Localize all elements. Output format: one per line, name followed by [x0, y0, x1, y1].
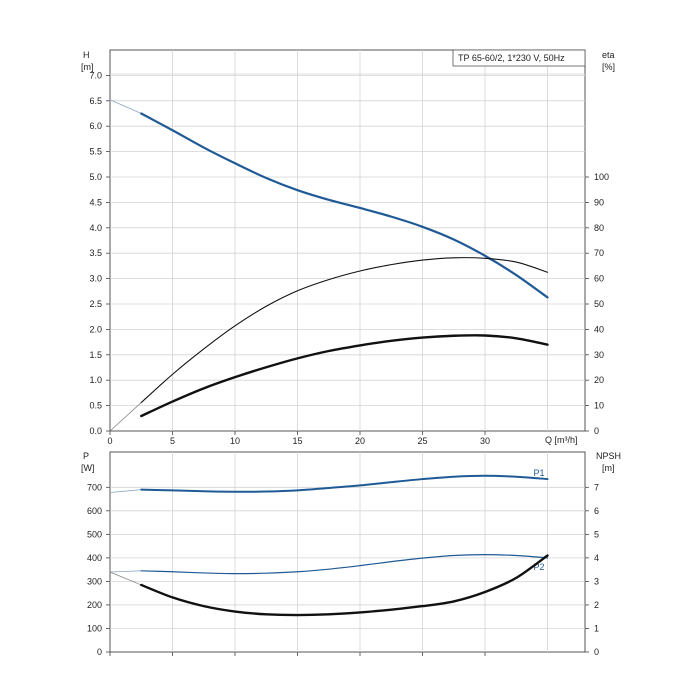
eta-pump-curve	[140, 334, 549, 418]
y-tick-label: 4.0	[89, 223, 102, 233]
y-axis-label-p: P	[83, 451, 89, 461]
y2-tick-label: 60	[594, 274, 604, 284]
y-tick-label: 1.5	[89, 350, 102, 360]
y2-tick-label: 10	[594, 401, 604, 411]
y2-tick-label: 80	[594, 223, 604, 233]
y2-tick-label: 70	[594, 248, 604, 258]
y2-tick-label: 20	[594, 375, 604, 385]
p2-curve-extrapolation	[109, 570, 142, 573]
y-axis-unit-h: [m]	[81, 62, 94, 72]
x-tick-label: 0	[107, 436, 112, 446]
npsh-tick-label: 6	[594, 506, 599, 516]
p-tick-label: 400	[87, 553, 102, 563]
y-tick-label: 4.5	[89, 197, 102, 207]
npsh-tick-label: 5	[594, 529, 599, 539]
y-axis-label-h: H	[83, 50, 90, 60]
npsh-curve-extrapolation	[109, 571, 142, 586]
y-tick-label: 5.0	[89, 172, 102, 182]
y-tick-label: 7.0	[89, 70, 102, 80]
p1-curve	[140, 474, 549, 493]
x-tick-label: 10	[230, 436, 240, 446]
y-tick-label: 2.0	[89, 324, 102, 334]
y2-axis-unit-npsh: [m]	[602, 463, 615, 473]
p-tick-label: 300	[87, 576, 102, 586]
p-tick-label: 700	[87, 482, 102, 492]
x-tick-label: 5	[170, 436, 175, 446]
y2-tick-label: 100	[594, 172, 609, 182]
legend-box-text: TP 65-60/2, 1*230 V, 50Hz	[458, 53, 565, 63]
npsh-tick-label: 7	[594, 482, 599, 492]
y-tick-label: 0.5	[89, 401, 102, 411]
p-tick-label: 0	[97, 647, 102, 657]
bottom-grid	[110, 452, 585, 652]
y-tick-label: 6.5	[89, 96, 102, 106]
bottom-plot-frame	[109, 451, 586, 653]
x-tick-label: 25	[417, 436, 427, 446]
series-label-p1: P1	[534, 468, 545, 478]
x-tick-label: 20	[355, 436, 365, 446]
head-curve	[140, 112, 549, 299]
p-tick-label: 100	[87, 623, 102, 633]
y2-axis-unit-eta: [%]	[602, 62, 615, 72]
eta-curve-extrapolation	[109, 402, 142, 432]
y2-tick-label: 90	[594, 197, 604, 207]
p2-curve	[140, 553, 549, 575]
y-tick-label: 6.0	[89, 121, 102, 131]
y-tick-label: 5.5	[89, 147, 102, 157]
series-label-p2: P2	[534, 562, 545, 572]
y2-tick-label: 40	[594, 324, 604, 334]
p-tick-label: 200	[87, 600, 102, 610]
y-tick-label: 3.5	[89, 248, 102, 258]
bottom-axis-ticks: 0 100 200 300 400 500 600 700 0 1 2 3 4 5 6 7	[87, 482, 599, 657]
y-tick-label: 1.0	[89, 375, 102, 385]
y2-axis-label-eta: eta	[602, 50, 615, 60]
npsh-tick-label: 3	[594, 576, 599, 586]
head-curve-extrapolation	[109, 99, 142, 114]
bottom-series: P1 P2	[109, 468, 549, 617]
top-grid	[110, 50, 585, 431]
npsh-tick-label: 2	[594, 600, 599, 610]
y-tick-label: 3.0	[89, 274, 102, 284]
y-tick-label: 0.0	[89, 426, 102, 436]
y2-axis-label-npsh: NPSH	[596, 451, 621, 461]
y-axis-unit-p: [W]	[81, 463, 95, 473]
x-axis-label-q: Q [m³/h]	[545, 435, 578, 445]
p1-curve-extrapolation	[109, 489, 142, 493]
x-tick-label: 15	[292, 436, 302, 446]
npsh-curve	[140, 554, 549, 617]
legend-box	[452, 49, 586, 67]
x-tick-label: 30	[480, 436, 490, 446]
top-series	[109, 99, 549, 432]
top-plot-frame	[109, 49, 586, 432]
p-tick-label: 600	[87, 506, 102, 516]
y2-tick-label: 0	[594, 426, 599, 436]
p-tick-label: 500	[87, 529, 102, 539]
y2-tick-label: 50	[594, 299, 604, 309]
top-axis-ticks: 0 5 10 15 20 25 30 0.0 0.5 1.0 1.5 2.0 2.5 3.0 3.5 4.0 4…	[89, 70, 609, 446]
npsh-tick-label: 0	[594, 647, 599, 657]
y-tick-label: 2.5	[89, 299, 102, 309]
npsh-tick-label: 4	[594, 553, 599, 563]
y2-tick-label: 30	[594, 350, 604, 360]
eta-curve	[140, 257, 549, 404]
npsh-tick-label: 1	[594, 623, 599, 633]
